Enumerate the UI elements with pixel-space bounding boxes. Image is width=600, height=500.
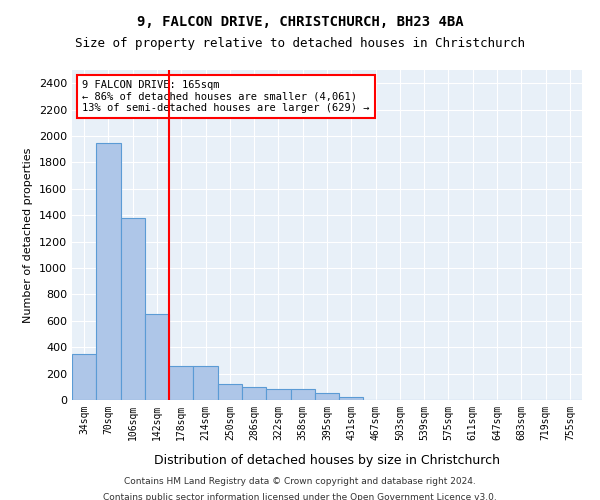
Bar bbox=[193, 366, 218, 400]
Text: Contains public sector information licensed under the Open Government Licence v3: Contains public sector information licen… bbox=[103, 492, 497, 500]
Bar bbox=[145, 314, 169, 400]
Bar bbox=[266, 390, 290, 400]
Bar bbox=[121, 218, 145, 400]
Text: 9 FALCON DRIVE: 165sqm
← 86% of detached houses are smaller (4,061)
13% of semi-: 9 FALCON DRIVE: 165sqm ← 86% of detached… bbox=[82, 80, 370, 113]
Bar bbox=[242, 387, 266, 400]
X-axis label: Distribution of detached houses by size in Christchurch: Distribution of detached houses by size … bbox=[154, 454, 500, 467]
Y-axis label: Number of detached properties: Number of detached properties bbox=[23, 148, 34, 322]
Bar bbox=[290, 390, 315, 400]
Bar bbox=[339, 398, 364, 400]
Bar bbox=[169, 366, 193, 400]
Bar bbox=[72, 354, 96, 400]
Text: 9, FALCON DRIVE, CHRISTCHURCH, BH23 4BA: 9, FALCON DRIVE, CHRISTCHURCH, BH23 4BA bbox=[137, 15, 463, 29]
Bar bbox=[218, 384, 242, 400]
Bar bbox=[315, 394, 339, 400]
Text: Contains HM Land Registry data © Crown copyright and database right 2024.: Contains HM Land Registry data © Crown c… bbox=[124, 478, 476, 486]
Text: Size of property relative to detached houses in Christchurch: Size of property relative to detached ho… bbox=[75, 38, 525, 51]
Bar bbox=[96, 142, 121, 400]
